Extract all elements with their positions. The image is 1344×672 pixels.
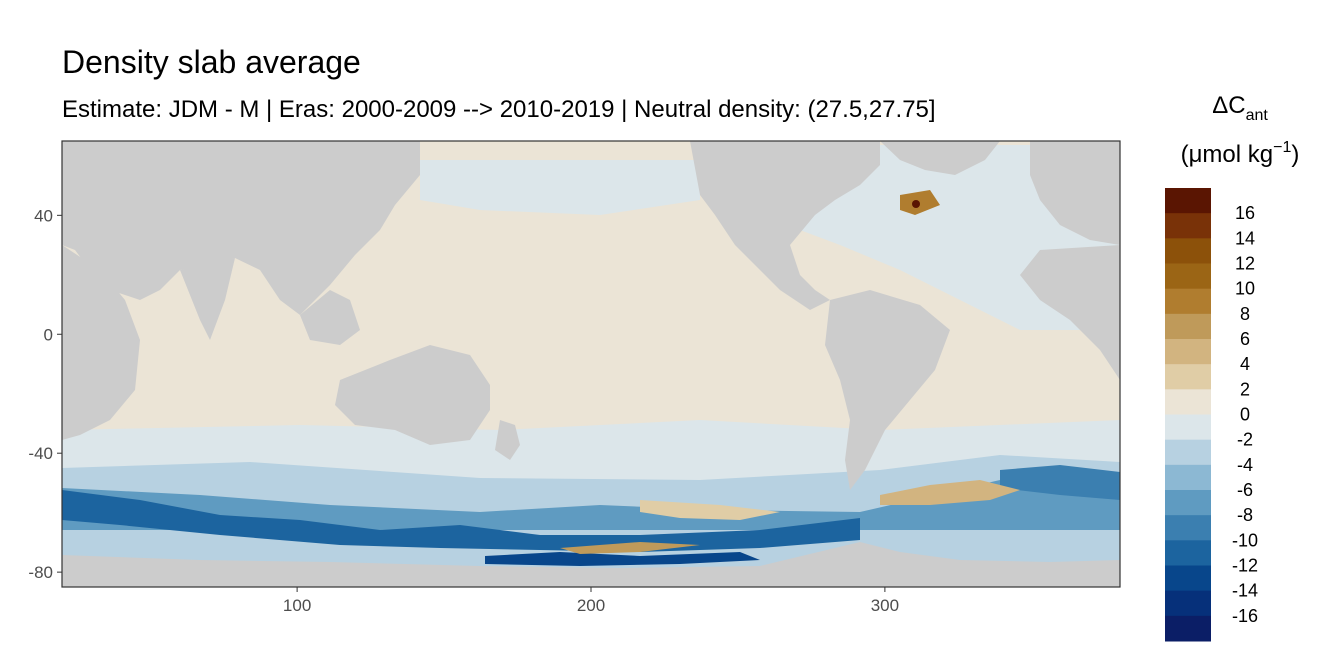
legend-colorbar	[1165, 188, 1211, 642]
legend-color-bin	[1165, 464, 1211, 491]
legend-color-bin	[1165, 213, 1211, 239]
land-australia	[335, 345, 490, 445]
legend-color-bin	[1165, 615, 1211, 642]
legend-break-label: -12	[1232, 556, 1258, 576]
legend-break-label: 10	[1235, 279, 1255, 299]
north-atlantic-hotspot	[912, 200, 920, 208]
southern-ocean-strong-band	[62, 490, 860, 552]
legend-break-label: -4	[1237, 455, 1253, 475]
y-tick-label: -80	[28, 563, 53, 582]
land-antarctica	[62, 542, 1120, 587]
ross-sea-strong	[485, 552, 760, 566]
legend-unit: (μmol kg−1)	[1181, 139, 1300, 168]
legend-unit-close: )	[1291, 141, 1299, 168]
land-southeast-asia	[300, 290, 360, 345]
legend-color-bin	[1165, 364, 1211, 390]
chart-title: Density slab average	[62, 44, 361, 80]
legend-title-main: ΔC	[1212, 92, 1245, 119]
land-europe	[1030, 141, 1120, 245]
legend-title-subscript: ant	[1246, 107, 1269, 124]
legend-break-label: -10	[1232, 530, 1258, 550]
land-india	[180, 258, 235, 340]
legend-break-label: -14	[1232, 581, 1258, 601]
south-atlantic-positive	[880, 480, 1020, 505]
legend-title: ΔCant	[1212, 92, 1268, 124]
land-north-africa	[1020, 245, 1120, 380]
y-tick-label: -40	[28, 444, 53, 463]
legend-color-bin	[1165, 263, 1211, 290]
land-south-america	[825, 290, 950, 490]
legend-break-label: -2	[1237, 430, 1253, 450]
east-atlantic-strong	[1000, 465, 1120, 500]
legend: ΔCant (μmol kg−1) 16 14 12 10 8 6 4 2 0 -2 -4 -6 -8 -…	[1165, 92, 1299, 642]
legend-color-bin	[1165, 414, 1211, 441]
legend-color-bin	[1165, 439, 1211, 466]
southern-ocean-deep-band	[62, 480, 1120, 530]
legend-unit-open: (μmol kg	[1181, 141, 1274, 168]
x-tick-label: 300	[871, 596, 899, 615]
legend-color-bin	[1165, 238, 1211, 264]
legend-break-label: 2	[1240, 379, 1250, 399]
land-asia	[62, 141, 420, 315]
legend-color-bin	[1165, 590, 1211, 617]
legend-break-label: 16	[1235, 203, 1255, 223]
legend-color-bin	[1165, 288, 1211, 315]
x-tick-label: 100	[283, 596, 311, 615]
legend-color-bin	[1165, 339, 1211, 365]
legend-break-label: 8	[1240, 304, 1250, 324]
north-atlantic-positive	[900, 190, 940, 215]
legend-unit-superscript: −1	[1273, 139, 1291, 156]
legend-labels: 16 14 12 10 8 6 4 2 0 -2 -4 -6 -8 -10 -12 -14 -16	[1232, 203, 1258, 626]
chart-subtitle: Estimate: JDM - M | Eras: 2000-2009 --> …	[62, 96, 936, 123]
legend-color-bin	[1165, 313, 1211, 340]
legend-color-bin	[1165, 565, 1211, 592]
legend-break-label: 0	[1240, 405, 1250, 425]
legend-break-label: -16	[1232, 606, 1258, 626]
land	[62, 141, 1120, 587]
map-panel	[62, 141, 1120, 587]
y-tick-label: 40	[34, 206, 53, 225]
land-greenland	[880, 141, 1000, 175]
legend-break-label: -8	[1237, 505, 1253, 525]
south-pacific-positive	[640, 500, 780, 520]
legend-color-bin	[1165, 540, 1211, 566]
legend-break-label: 4	[1240, 354, 1250, 374]
land-africa	[62, 245, 140, 440]
legend-color-bin	[1165, 515, 1211, 541]
legend-color-bin	[1165, 490, 1211, 516]
legend-color-bin	[1165, 389, 1211, 415]
ross-sea-positive	[560, 542, 700, 554]
legend-color-bin	[1165, 188, 1211, 214]
y-tick-label: 0	[44, 325, 53, 344]
legend-break-label: -6	[1237, 480, 1253, 500]
legend-break-label: 6	[1240, 329, 1250, 349]
land-new-zealand	[495, 420, 520, 460]
x-tick-label: 200	[577, 596, 605, 615]
legend-break-label: 14	[1235, 228, 1255, 248]
legend-break-label: 12	[1235, 254, 1255, 274]
land-north-america	[690, 141, 880, 310]
north-pacific-band	[420, 160, 700, 215]
